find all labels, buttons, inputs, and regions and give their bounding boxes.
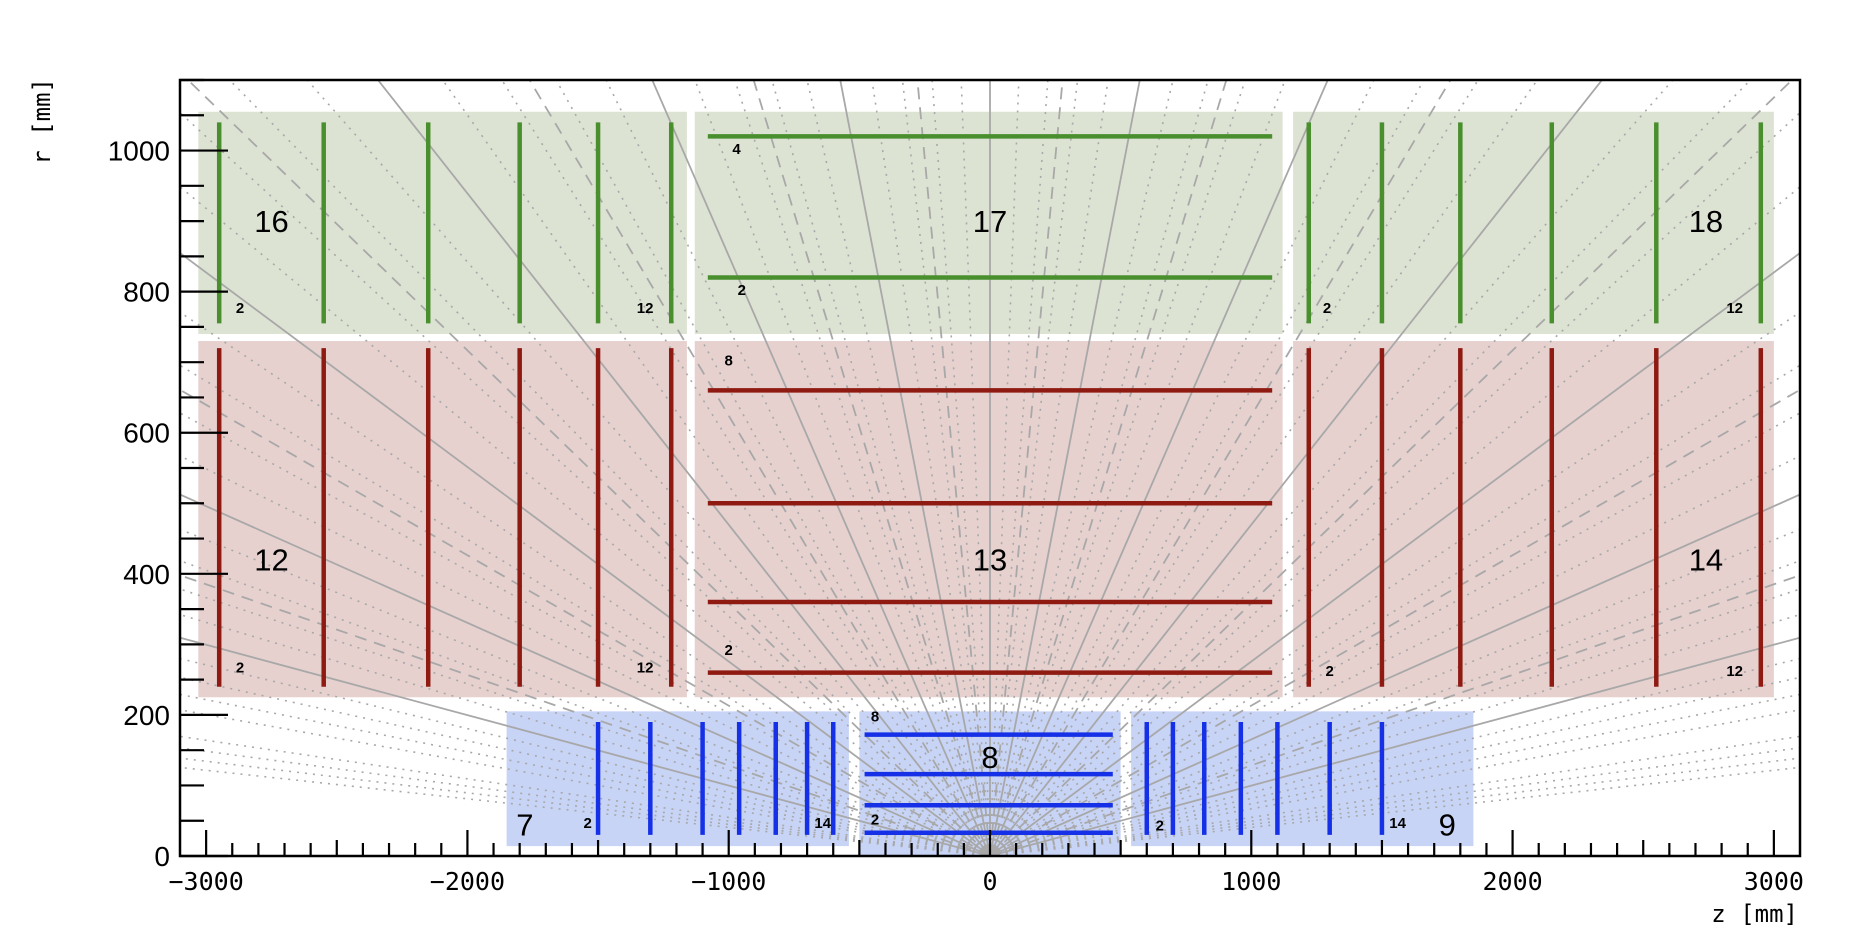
eta-line-dotted xyxy=(500,80,991,856)
x-tick-label: 2000 xyxy=(1482,867,1542,896)
eta-line-dotted xyxy=(989,80,1480,856)
eta-line-dotted xyxy=(989,185,1800,856)
layer-index-label: 12 xyxy=(1726,663,1743,680)
eta-line-dashed xyxy=(180,388,991,856)
y-tick-label: 1000 xyxy=(108,136,170,167)
eta-line-solid xyxy=(989,493,1800,856)
layer-index-label: 2 xyxy=(871,811,879,828)
eta-line-dashed xyxy=(989,574,1800,856)
layer-index-label: 2 xyxy=(738,282,746,299)
eta-line-dashed xyxy=(989,388,1800,856)
eta-line-solid xyxy=(180,251,991,856)
eta-line-dashed xyxy=(989,80,1794,856)
eta-line-dotted xyxy=(180,528,991,856)
x-tick-label: 1000 xyxy=(1221,867,1281,896)
eta-line-dotted xyxy=(180,709,991,856)
y-tick-label: 400 xyxy=(123,559,170,590)
eta-line-dotted xyxy=(989,693,1800,856)
volume-9-region xyxy=(1131,711,1474,847)
volume-id-label: 13 xyxy=(973,543,1007,578)
eta-line-solid xyxy=(180,636,991,856)
x-tick-label: −1000 xyxy=(691,867,766,896)
layer-index-label: 12 xyxy=(1726,300,1743,317)
eta-line-dashed xyxy=(989,80,1452,856)
y-axis-label: r [mm] xyxy=(28,78,56,165)
axes: −3000 −2000 −1000 0 1000 2000 3000 0 200 400 600 80… xyxy=(108,78,1804,896)
eta-line-dotted xyxy=(228,80,991,856)
volume-id-label: 8 xyxy=(981,740,998,775)
detector-layers xyxy=(216,122,1764,835)
eta-line-solid xyxy=(989,251,1800,856)
eta-line-dotted xyxy=(180,185,991,856)
volume-7-region xyxy=(506,711,849,847)
volume-13-region xyxy=(694,341,1283,698)
eta-line-dotted xyxy=(989,80,1109,856)
eta-line-dotted xyxy=(306,80,991,856)
eta-line-solid xyxy=(989,636,1800,856)
x-axis-label: z [mm] xyxy=(1711,900,1798,928)
volume-id-label: 9 xyxy=(1439,807,1456,842)
eta-line-dotted xyxy=(989,528,1800,856)
eta-lines-layer xyxy=(180,80,1800,856)
volume-id-label: 12 xyxy=(254,543,288,578)
layer-index-label: 2 xyxy=(1323,300,1331,317)
eta-line-solid xyxy=(989,80,1329,856)
volume-14-region xyxy=(1293,341,1774,698)
layer-index-label: 2 xyxy=(236,660,244,677)
x-tick-label: 3000 xyxy=(1744,867,1804,896)
layer-index-label: 8 xyxy=(871,708,879,725)
x-tick-label: 0 xyxy=(982,867,997,896)
volume-id-label: 16 xyxy=(254,204,288,239)
eta-line-dashed xyxy=(186,80,991,856)
eta-line-solid xyxy=(180,493,991,856)
x-tick-label: −3000 xyxy=(168,867,243,896)
y-tick-label: 200 xyxy=(123,700,170,731)
layer-index-label: 2 xyxy=(1326,663,1334,680)
eta-line-dashed xyxy=(180,574,991,856)
layer-index-label: 2 xyxy=(1156,818,1164,835)
eta-line-dotted xyxy=(989,676,1800,856)
layer-index-label: 14 xyxy=(814,815,831,832)
volume-id-label: 14 xyxy=(1689,543,1723,578)
eta-line-dotted xyxy=(180,693,991,856)
volume-id-label: 18 xyxy=(1689,204,1723,239)
volume-12-region xyxy=(198,341,687,698)
eta-line-solid xyxy=(989,80,1604,856)
layer-index-label: 12 xyxy=(637,300,654,317)
layer-index-label: 12 xyxy=(637,660,654,677)
eta-line-dotted xyxy=(871,80,991,856)
eta-line-solid xyxy=(839,80,991,856)
volume-id-label: 7 xyxy=(516,807,533,842)
volume-id-label: 17 xyxy=(973,204,1007,239)
eta-line-dotted xyxy=(989,80,1674,856)
eta-line-solid xyxy=(376,80,991,856)
y-tick-label: 0 xyxy=(154,841,170,872)
layer-labels: 2 8 2 14 2 14 2 8 2 12 2 12 2 4 2 12 2 12 7 8 9 12 13 14 16 17 18 xyxy=(236,141,1743,842)
eta-line-dashed xyxy=(528,80,991,856)
layer-index-label: 2 xyxy=(236,300,244,317)
x-tick-label: −2000 xyxy=(430,867,505,896)
y-tick-label: 600 xyxy=(123,418,170,449)
eta-line-dotted xyxy=(180,676,991,856)
volume-18-region xyxy=(1293,111,1774,334)
layer-index-label: 2 xyxy=(725,642,733,659)
layer-index-label: 4 xyxy=(732,141,741,158)
layer-index-label: 8 xyxy=(725,353,733,370)
layer-index-label: 14 xyxy=(1389,815,1406,832)
eta-line-dotted xyxy=(989,709,1800,856)
volume-16-region xyxy=(198,111,687,334)
eta-line-solid xyxy=(989,80,1141,856)
eta-line-dotted xyxy=(989,80,1425,856)
eta-line-dotted xyxy=(555,80,991,856)
y-tick-label: 800 xyxy=(123,277,170,308)
eta-line-solid xyxy=(651,80,991,856)
layer-index-label: 2 xyxy=(583,815,591,832)
volume-17-region xyxy=(694,111,1283,334)
eta-line-dotted xyxy=(989,80,1752,856)
